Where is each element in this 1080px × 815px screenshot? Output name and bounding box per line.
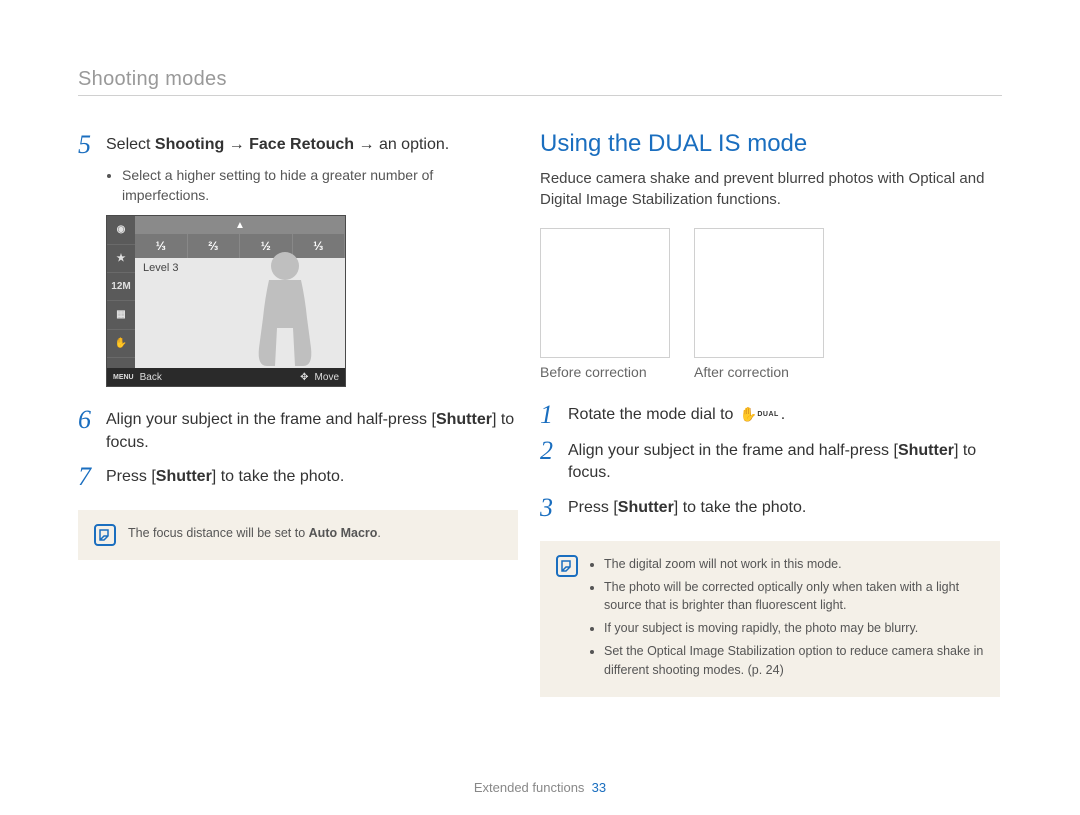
hand-icon: ✋ xyxy=(740,405,757,425)
note-bullet: If your subject is moving rapidly, the p… xyxy=(604,619,984,638)
bold-text: Auto Macro xyxy=(309,526,378,540)
step-3: 3 Press [Shutter] to take the photo. xyxy=(540,493,1000,521)
caption-after: After correction xyxy=(694,364,824,380)
camera-sidebar: ◉ ★ 12M ▦ ✋ MENU xyxy=(107,216,135,386)
sub-bullet: Select a higher setting to hide a greate… xyxy=(122,166,518,205)
note-icon xyxy=(556,555,578,577)
back-label: Back xyxy=(140,372,162,383)
camera-bottom-bar: MENU Back ✥ Move xyxy=(107,368,345,386)
bold-text: Shutter xyxy=(618,499,674,516)
note-bullet: The photo will be corrected optically on… xyxy=(604,578,984,616)
step-6: 6 Align your subject in the frame and ha… xyxy=(78,405,518,454)
camera-above-row: ▲ xyxy=(135,216,345,234)
step-number: 7 xyxy=(78,462,106,490)
step-body: Align your subject in the frame and half… xyxy=(106,405,518,454)
camera-screen-illustration: ◉ ★ 12M ▦ ✋ MENU ▲ ⅓ ⅔ ½ ⅓ Level 3 M xyxy=(106,215,346,387)
retouch-level: ⅔ xyxy=(188,234,241,258)
note-text: The focus distance will be set to Auto M… xyxy=(128,524,381,543)
bold-text: Face Retouch xyxy=(249,136,354,153)
bold-text: Shutter xyxy=(436,411,492,428)
text: ] to take the photo. xyxy=(212,468,345,485)
text: → xyxy=(224,136,249,153)
step-1: 1 Rotate the mode dial to ✋DUAL. xyxy=(540,400,1000,428)
camera-sidebar-icon: ▦ xyxy=(107,301,135,329)
step-number: 1 xyxy=(540,400,568,428)
step-number: 5 xyxy=(78,130,106,158)
camera-sidebar-icon: ✋ xyxy=(107,330,135,358)
step-number: 6 xyxy=(78,405,106,433)
up-arrow-icon: ▲ xyxy=(235,220,245,231)
menu-label: MENU xyxy=(113,374,134,381)
text: Press [ xyxy=(106,468,156,485)
text: ] to take the photo. xyxy=(674,499,807,516)
dual-mode-icon: ✋DUAL xyxy=(740,405,779,425)
text: Align your subject in the frame and half… xyxy=(106,411,436,428)
step-body: Press [Shutter] to take the photo. xyxy=(568,493,1000,519)
bold-text: Shutter xyxy=(898,442,954,459)
text: an option. xyxy=(379,136,449,153)
camera-sidebar-icon: 12M xyxy=(107,273,135,301)
text: . xyxy=(781,406,785,423)
step-5-sub-bullets: Select a higher setting to hide a greate… xyxy=(106,166,518,205)
bold-text: Shooting xyxy=(155,136,224,153)
dual-label: DUAL xyxy=(757,410,778,420)
note-bullet: The digital zoom will not work in this m… xyxy=(604,555,984,574)
step-body: Select Shooting → Face Retouch → an opti… xyxy=(106,130,518,156)
section-intro: Reduce camera shake and prevent blurred … xyxy=(540,168,1000,210)
after-correction-image xyxy=(694,228,824,358)
page-header: Shooting modes xyxy=(78,68,1002,96)
text: The focus distance will be set to xyxy=(128,526,309,540)
comparison-images xyxy=(540,228,1000,358)
page-header-title: Shooting modes xyxy=(78,68,1002,91)
text: Press [ xyxy=(568,499,618,516)
move-icon: ✥ xyxy=(300,372,308,383)
retouch-level: ⅓ xyxy=(135,234,188,258)
page-number: 33 xyxy=(592,780,606,795)
footer-section: Extended functions xyxy=(474,780,585,795)
step-number: 2 xyxy=(540,436,568,464)
silhouette-icon xyxy=(245,246,325,370)
text: Rotate the mode dial to xyxy=(568,406,738,423)
comparison-captions: Before correction After correction xyxy=(540,364,1000,380)
text: Align your subject in the frame and half… xyxy=(568,442,898,459)
text: . xyxy=(377,526,380,540)
caption-before: Before correction xyxy=(540,364,670,380)
text: → xyxy=(354,136,379,153)
note-box: The focus distance will be set to Auto M… xyxy=(78,510,518,560)
camera-sidebar-icon: ★ xyxy=(107,245,135,273)
step-body: Align your subject in the frame and half… xyxy=(568,436,1000,485)
camera-sidebar-icon: ◉ xyxy=(107,216,135,244)
camera-level-label: Level 3 xyxy=(143,262,178,274)
step-7: 7 Press [Shutter] to take the photo. xyxy=(78,462,518,490)
step-body: Press [Shutter] to take the photo. xyxy=(106,462,518,488)
note-text: The digital zoom will not work in this m… xyxy=(590,555,984,684)
right-column: Using the DUAL IS mode Reduce camera sha… xyxy=(540,130,1000,697)
move-label: Move xyxy=(315,372,339,383)
note-bullet: Set the Optical Image Stabilization opti… xyxy=(604,642,984,680)
step-5: 5 Select Shooting → Face Retouch → an op… xyxy=(78,130,518,158)
before-correction-image xyxy=(540,228,670,358)
page-footer: Extended functions 33 xyxy=(0,780,1080,795)
step-body: Rotate the mode dial to ✋DUAL. xyxy=(568,400,1000,426)
step-number: 3 xyxy=(540,493,568,521)
text: Select xyxy=(106,136,155,153)
bold-text: Shutter xyxy=(156,468,212,485)
note-box: The digital zoom will not work in this m… xyxy=(540,541,1000,698)
note-icon xyxy=(94,524,116,546)
left-column: 5 Select Shooting → Face Retouch → an op… xyxy=(78,130,518,560)
step-2: 2 Align your subject in the frame and ha… xyxy=(540,436,1000,485)
section-title: Using the DUAL IS mode xyxy=(540,130,1000,158)
